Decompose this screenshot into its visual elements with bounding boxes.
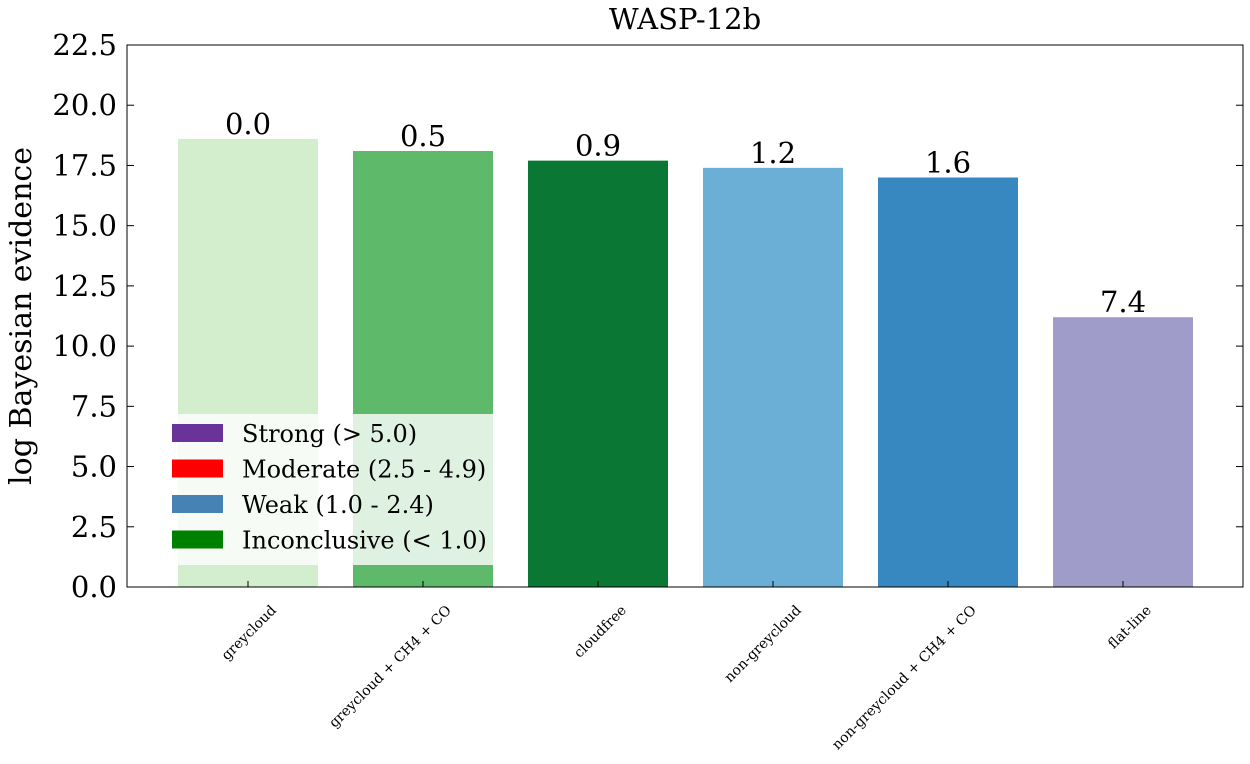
legend-label-1: Moderate (2.5 - 4.9) <box>242 456 486 484</box>
bar-value-label-3: 1.2 <box>750 136 796 170</box>
x-tick-label-4: non-greycloud + CH4 + CO <box>829 603 980 754</box>
bar-labels-group: 0.0 0.5 0.9 1.2 1.6 7.4 <box>225 107 1146 319</box>
bar-value-label-1: 0.5 <box>400 119 446 153</box>
legend-swatch-1 <box>172 459 223 478</box>
plot-frame <box>126 44 1244 588</box>
bar-value-label-4: 1.6 <box>925 145 971 179</box>
x-tick-label-2: cloudfree <box>571 603 630 662</box>
chart-title: WASP-12b <box>609 2 761 36</box>
bar-4 <box>878 177 1018 587</box>
bars-group <box>178 138 1193 588</box>
legend: Strong (> 5.0) Moderate (2.5 - 4.9) Weak (… <box>160 414 502 565</box>
x-tick-label-0: greycloud <box>219 602 280 663</box>
y-ticks-group: 0.0 2.5 5.0 7.5 10.0 12.5 15.0 17.5 20.0 22.5 <box>52 28 1243 604</box>
x-tick-label-5: flat-line <box>1105 603 1155 653</box>
y-tick-label-3: 7.5 <box>71 389 117 423</box>
y-tick-label-4: 10.0 <box>52 329 117 363</box>
y-tick-label-7: 17.5 <box>52 148 117 182</box>
bar-value-label-2: 0.9 <box>575 129 621 163</box>
legend-swatch-3 <box>172 530 223 549</box>
y-axis-label: log Bayesian evidence <box>4 147 39 485</box>
y-tick-label-8: 20.0 <box>52 88 117 122</box>
legend-label-0: Strong (> 5.0) <box>242 420 417 448</box>
legend-label-3: Inconclusive (< 1.0) <box>242 527 487 555</box>
x-tick-label-3: non-greycloud <box>722 602 805 685</box>
bar-value-label-0: 0.0 <box>225 107 271 141</box>
y-tick-label-0: 0.0 <box>71 570 117 604</box>
y-tick-label-5: 12.5 <box>52 269 117 303</box>
x-ticks-group: greycloud greycloud + CH4 + CO cloudfree no… <box>219 581 1155 753</box>
bar-2 <box>528 160 668 588</box>
legend-label-2: Weak (1.0 - 2.4) <box>242 491 434 519</box>
bar-5 <box>1053 317 1193 587</box>
y-tick-label-9: 22.5 <box>52 28 117 62</box>
y-tick-label-6: 15.0 <box>52 209 117 243</box>
legend-swatch-0 <box>172 424 223 442</box>
x-tick-label-1: greycloud + CH4 + CO <box>326 603 455 732</box>
y-tick-label-2: 5.0 <box>71 450 117 484</box>
y-tick-label-1: 2.5 <box>71 510 117 544</box>
bar-value-label-5: 7.4 <box>1100 285 1146 319</box>
bar-3 <box>703 167 843 587</box>
legend-swatch-2 <box>172 495 223 513</box>
